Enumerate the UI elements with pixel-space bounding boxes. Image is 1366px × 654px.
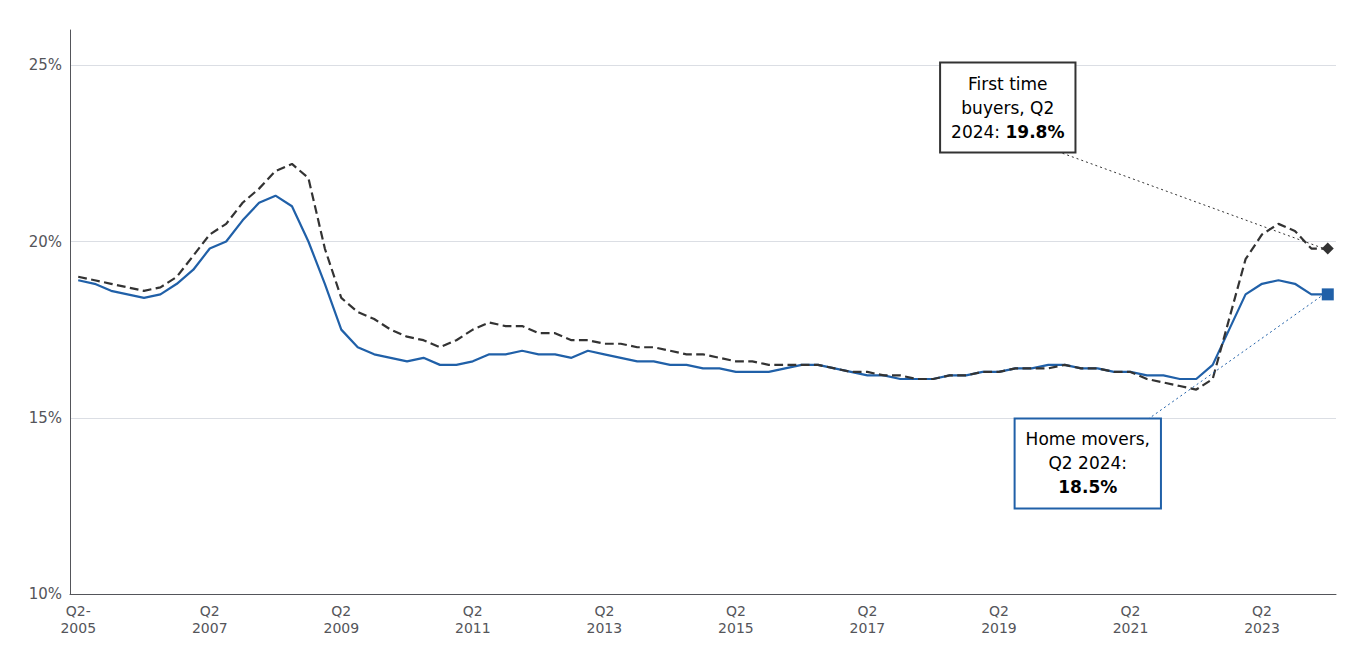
- svg-text:Q2-: Q2-: [66, 603, 91, 619]
- svg-text:25%: 25%: [29, 56, 62, 74]
- svg-text:Q2: Q2: [594, 603, 614, 619]
- svg-text:Q2: Q2: [726, 603, 746, 619]
- svg-text:19.8%: 19.8%: [1005, 122, 1064, 142]
- svg-text:10%: 10%: [29, 585, 62, 603]
- svg-text:2007: 2007: [192, 620, 228, 636]
- svg-text:First time: First time: [968, 74, 1048, 94]
- svg-text:2024:: 2024:: [951, 122, 1005, 142]
- svg-text:2017: 2017: [850, 620, 886, 636]
- svg-text:Home movers,: Home movers,: [1026, 429, 1150, 449]
- svg-text:2013: 2013: [587, 620, 623, 636]
- svg-text:Q2: Q2: [1121, 603, 1141, 619]
- svg-text:2015: 2015: [718, 620, 754, 636]
- svg-text:buyers, Q2: buyers, Q2: [961, 98, 1054, 118]
- svg-text:2009: 2009: [323, 620, 359, 636]
- svg-text:Q2: Q2: [331, 603, 351, 619]
- svg-text:2011: 2011: [455, 620, 491, 636]
- svg-text:20%: 20%: [29, 233, 62, 251]
- svg-text:2019: 2019: [981, 620, 1017, 636]
- svg-text:Q2: Q2: [463, 603, 483, 619]
- svg-text:18.5%: 18.5%: [1058, 477, 1117, 497]
- svg-text:Q2: Q2: [989, 603, 1009, 619]
- svg-text:2005: 2005: [60, 620, 96, 636]
- svg-text:Q2: Q2: [857, 603, 877, 619]
- svg-text:Q2: Q2: [1252, 603, 1272, 619]
- svg-text:2023: 2023: [1244, 620, 1280, 636]
- svg-text:Q2: Q2: [200, 603, 220, 619]
- svg-text:15%: 15%: [29, 409, 62, 427]
- svg-text:Q2 2024:: Q2 2024:: [1048, 453, 1127, 473]
- svg-text:2021: 2021: [1113, 620, 1149, 636]
